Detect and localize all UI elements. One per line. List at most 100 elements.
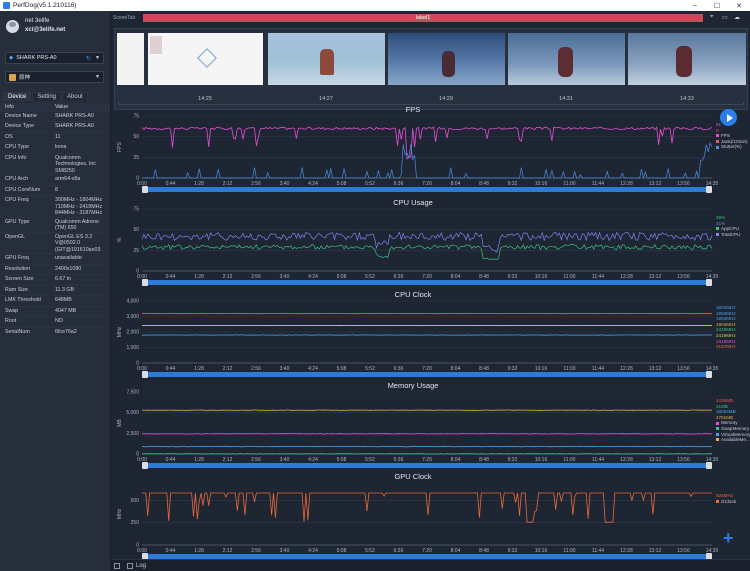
legend-label: FPS	[721, 133, 730, 139]
x-tick-label: 13:12	[649, 181, 662, 187]
x-tick-label: 13:12	[649, 548, 662, 554]
screenshot-thumbnail[interactable]	[117, 33, 144, 85]
cloud-icon[interactable]: ☁	[734, 15, 740, 21]
x-tick-label: 0:00	[137, 181, 147, 187]
x-tick-label: 13:12	[649, 274, 662, 280]
x-tick-label: 5:08	[337, 457, 347, 463]
chart-clock[interactable]: CPU Clock 0 1,000 2,000 3,000 4,000 MHz 0:00 0:4…	[113, 287, 748, 378]
app-select[interactable]: 原神 ▼	[5, 71, 104, 83]
thumbnail-time: 14:33	[680, 96, 694, 102]
x-tick-label: 2:56	[251, 457, 261, 463]
chevron-left-icon[interactable]: ‹	[118, 101, 120, 107]
chart-title: CPU Usage	[393, 198, 433, 207]
x-tick-label: 8:48	[479, 274, 489, 280]
screenshot-thumbnail[interactable]	[508, 33, 625, 85]
x-tick-label: 11:44	[592, 274, 604, 280]
folder-icon[interactable]: ▭	[722, 15, 728, 21]
toggle-panel-icon[interactable]	[114, 562, 120, 569]
info-value: 648MB	[55, 297, 72, 303]
info-value: 300MHz - 1804MHz 710MHz - 2419MHz 844MHz…	[55, 197, 103, 216]
slider-handle-end[interactable]	[706, 553, 712, 560]
chart-gpu[interactable]: GPU Clock 0 250 500 MHz 0:00 0:44 1:28 2:12 2:56 3…	[113, 469, 748, 560]
y-tick-label: 1,000	[126, 345, 139, 351]
minimize-button[interactable]: –	[693, 2, 697, 9]
table-row: CPU CoreNum 8	[0, 186, 110, 196]
tab-about[interactable]: About	[62, 92, 88, 101]
screenshot-thumbnail[interactable]	[388, 33, 505, 85]
time-range-slider[interactable]	[142, 371, 712, 378]
legend-item[interactable]: VirtualMemory	[716, 432, 750, 438]
tab-setting[interactable]: Setting	[32, 92, 62, 101]
slider-handle-start[interactable]	[142, 186, 148, 193]
legend-item[interactable]: AppCPU	[716, 226, 740, 232]
table-row: Swap 4047 MB	[0, 307, 110, 317]
legend-item[interactable]: AvailableMe...	[716, 437, 750, 443]
time-range-slider[interactable]	[142, 186, 712, 193]
table-row: OS 11	[0, 133, 110, 143]
info-value: 2400x1080	[55, 265, 82, 272]
chart-memory[interactable]: Memory Usage 0 2,500 5,000 7,500 MB 0:00 0:44 1:…	[113, 378, 750, 469]
x-tick-label: 6:36	[394, 548, 404, 554]
x-tick-label: 4:24	[308, 366, 318, 372]
legend-item[interactable]: TotalCPU	[716, 232, 740, 238]
legend-label: TotalCPU	[721, 231, 741, 237]
info-key: GPU Freq	[5, 255, 29, 261]
slider-handle-end[interactable]	[706, 371, 712, 378]
legend-item[interactable]: FPS	[716, 133, 748, 139]
legend-item[interactable]: Memory	[716, 420, 750, 426]
x-tick-label: 5:08	[337, 366, 347, 372]
x-tick-label: 13:56	[677, 457, 690, 463]
device-select-value: SHARK PRS-A0	[16, 55, 57, 61]
slider-handle-end[interactable]	[706, 186, 712, 193]
screenshot-thumbnail[interactable]	[268, 33, 385, 85]
x-tick-label: 1:28	[194, 548, 204, 554]
current-value: 41%	[716, 220, 726, 226]
slider-handle-end[interactable]	[706, 462, 712, 469]
x-tick-label: 11:00	[563, 366, 575, 372]
table-row: LMK Threshold 648MB	[0, 296, 110, 307]
play-button[interactable]	[720, 109, 737, 126]
location-icon[interactable]: ⌖	[710, 14, 714, 20]
time-range-slider[interactable]	[142, 279, 712, 286]
screenshot-thumbnail[interactable]	[148, 33, 263, 85]
series-line-total-cpu	[141, 231, 713, 253]
table-row: Device Type SHARK PRS-A0	[0, 122, 110, 133]
chevron-right-icon[interactable]: ›	[742, 101, 744, 107]
chart-fps[interactable]: FPS 0 25 50 75 FPS 0:00 0:44 1:28 2:12 2:56 3:40 4:2…	[113, 102, 748, 193]
legend-item[interactable]: GClock	[716, 499, 736, 505]
chevron-down-icon: ▼	[95, 74, 100, 80]
scene-label[interactable]: label1	[143, 13, 703, 22]
chart-title: CPU Clock	[394, 290, 432, 299]
screenshot-thumbnail[interactable]	[628, 33, 746, 85]
legend-label: GClock	[721, 498, 737, 504]
close-button[interactable]: ✕	[736, 2, 742, 10]
maximize-button[interactable]: ☐	[713, 2, 721, 10]
time-range-slider[interactable]	[142, 553, 712, 560]
device-select[interactable]: ◆ SHARK PRS-A0 ↻ ▼	[5, 52, 104, 64]
current-value: 2419MHz	[716, 332, 736, 338]
tab-device[interactable]: Device	[3, 92, 32, 101]
slider-handle-start[interactable]	[142, 279, 148, 286]
legend-item[interactable]: SwapMemory	[716, 426, 750, 432]
x-tick-label: 6:36	[394, 274, 404, 280]
log-checkbox[interactable]	[127, 562, 133, 569]
current-value: 1804MHz	[716, 310, 736, 316]
legend-item[interactable]: Stutter(%)	[716, 144, 748, 150]
chart-cpu[interactable]: CPU Usage 0 25 50 75% 0:00 0:44 1:28 2:12 2:56 3:4…	[113, 195, 748, 286]
x-tick-label: 13:56	[677, 274, 690, 280]
slider-handle-end[interactable]	[706, 279, 712, 286]
thumbnail-time: 14:25	[198, 96, 212, 102]
slider-handle-start[interactable]	[142, 553, 148, 560]
refresh-icon[interactable]: ↻	[85, 55, 91, 62]
time-range-slider[interactable]	[142, 462, 712, 469]
x-tick-label: 0:44	[166, 181, 176, 187]
x-tick-label: 11:00	[563, 181, 575, 187]
avatar[interactable]	[6, 19, 19, 33]
add-chart-button[interactable]: +	[723, 528, 734, 548]
sidebar-tabs: Device Setting About	[3, 92, 89, 101]
screenshot-strip[interactable]: 14:25 14:27 14:29 14:31 14:33 ‹ ›	[114, 28, 748, 110]
slider-handle-start[interactable]	[142, 462, 148, 469]
legend-item[interactable]: Jank(/10min)	[716, 139, 748, 145]
slider-handle-start[interactable]	[142, 371, 148, 378]
x-tick-label: 6:36	[394, 457, 404, 463]
